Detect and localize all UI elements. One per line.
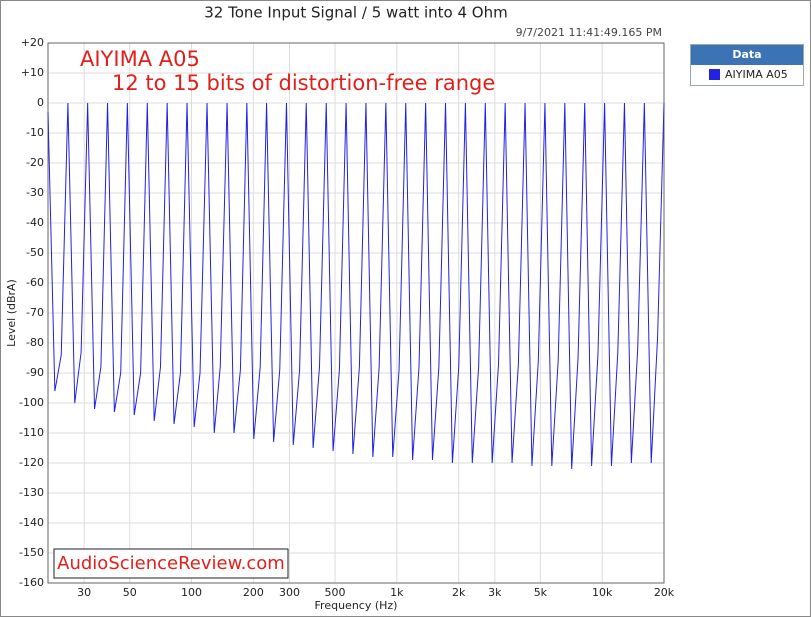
y-tick-label: -160 <box>19 576 44 589</box>
y-tick-label: -120 <box>19 456 44 469</box>
x-tick-label: 2k <box>452 586 466 599</box>
x-tick-label: 10k <box>592 586 613 599</box>
y-tick-label: -100 <box>19 396 44 409</box>
x-tick-label: 3k <box>488 586 502 599</box>
y-tick-label: -90 <box>26 366 44 379</box>
watermark: AudioScienceReview.com <box>57 553 285 574</box>
y-tick-label: -50 <box>26 246 44 259</box>
y-tick-label: -20 <box>26 156 44 169</box>
y-tick-label: -40 <box>26 216 44 229</box>
y-tick-label: -130 <box>19 486 44 499</box>
x-tick-label: 200 <box>243 586 264 599</box>
y-tick-label: -110 <box>19 426 44 439</box>
x-tick-label: 5k <box>534 586 548 599</box>
plot-area: +20 +10 0 -10 -20 -30 -40 -50 -60 -70 -80 -90 -100 -1… <box>19 36 675 599</box>
x-tick-label: 50 <box>123 586 137 599</box>
timestamp: 9/7/2021 11:41:49.165 PM <box>516 26 662 39</box>
y-tick-label: 0 <box>37 96 44 109</box>
y-tick-label: -70 <box>26 306 44 319</box>
y-tick-label: -60 <box>26 276 44 289</box>
x-tick-label: 30 <box>77 586 91 599</box>
watermark-box <box>53 548 289 579</box>
x-tick-label: 1k <box>390 586 404 599</box>
y-tick-label: -30 <box>26 186 44 199</box>
annotation: 12 to 15 bits of distortion-free range <box>112 71 495 95</box>
x-axis-label: Frequency (Hz) <box>315 599 398 612</box>
x-tick-label: 300 <box>279 586 300 599</box>
x-tick-label: 100 <box>181 586 202 599</box>
y-tick-label: -10 <box>26 126 44 139</box>
legend-swatch <box>709 69 720 80</box>
y-tick-label: +20 <box>21 36 44 49</box>
y-tick-label: -150 <box>19 546 44 559</box>
y-tick-label: -80 <box>26 336 44 349</box>
x-tick-label: 500 <box>325 586 346 599</box>
y-tick-label: +10 <box>21 66 44 79</box>
plot-border <box>47 42 665 584</box>
chart-title: 32 Tone Input Signal / 5 watt into 4 Ohm <box>204 4 507 22</box>
x-tick-label: 20k <box>654 586 675 599</box>
legend-title: Data <box>732 48 761 61</box>
series-line <box>47 102 665 470</box>
y-axis-label: Level (dBrA) <box>5 279 18 347</box>
legend-header <box>691 45 803 65</box>
legend-entry: AIYIMA A05 <box>725 68 788 81</box>
y-tick-label: -140 <box>19 516 44 529</box>
annotation: AIYIMA A05 <box>80 47 200 71</box>
